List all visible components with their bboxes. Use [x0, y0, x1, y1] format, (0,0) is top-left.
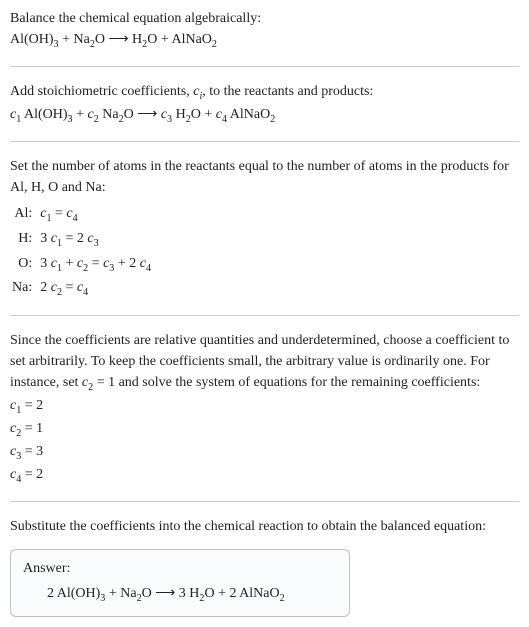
text: = 1	[21, 421, 43, 436]
element-label: H:	[10, 227, 38, 252]
text: H	[172, 107, 186, 122]
text: O ⟶	[124, 107, 161, 122]
text: +	[62, 256, 77, 271]
equation-cell: 3 c1 = 2 c3	[38, 227, 157, 252]
solve-paragraph: Since the coefficients are relative quan…	[10, 330, 519, 395]
solution-line: c3 = 3	[10, 441, 519, 464]
text: +	[73, 107, 88, 122]
text: Na	[99, 107, 119, 122]
table-row: Na: 2 c2 = c4	[10, 276, 157, 301]
table-row: Al: c1 = c4	[10, 202, 157, 227]
text: 2 Al(OH)	[47, 586, 100, 601]
element-label: Na:	[10, 276, 38, 301]
text: , to the reactants and products:	[202, 84, 373, 99]
sub: 3	[94, 237, 99, 248]
sub: 4	[146, 262, 151, 273]
text: = 2	[62, 231, 87, 246]
text: = 1 and solve the system of equations fo…	[93, 375, 480, 390]
equation-cell: 2 c2 = c4	[38, 276, 157, 301]
text: =	[88, 256, 103, 271]
solution-line: c2 = 1	[10, 418, 519, 441]
solution-line: c1 = 2	[10, 395, 519, 418]
text: O +	[191, 107, 216, 122]
intro-line: Balance the chemical equation algebraica…	[10, 8, 519, 29]
eq-sub: 2	[212, 39, 217, 50]
text: O + 2 AlNaO	[204, 586, 279, 601]
text: + Na	[105, 586, 136, 601]
balanced-equation: 2 Al(OH)3 + Na2O ⟶ 3 H2O + 2 AlNaO2	[23, 583, 337, 606]
text: Add stoichiometric coefficients,	[10, 84, 193, 99]
text: Al(OH)	[21, 107, 67, 122]
eq-part: O ⟶ H	[95, 32, 142, 47]
section-substitute: Substitute the coefficients into the che…	[10, 516, 519, 537]
unbalanced-equation: Al(OH)3 + Na2O ⟶ H2O + AlNaO2	[10, 29, 519, 52]
section-atom-equations: Set the number of atoms in the reactants…	[10, 156, 519, 302]
answer-box: Answer: 2 Al(OH)3 + Na2O ⟶ 3 H2O + 2 AlN…	[10, 549, 350, 617]
eq-part: Al(OH)	[10, 32, 54, 47]
table-row: H: 3 c1 = 2 c3	[10, 227, 157, 252]
sub: 2	[270, 114, 275, 125]
equation-cell: c1 = c4	[38, 202, 157, 227]
element-label: Al:	[10, 202, 38, 227]
sub: 2	[280, 593, 285, 604]
text: AlNaO	[227, 107, 270, 122]
section-balance-intro: Balance the chemical equation algebraica…	[10, 8, 519, 52]
section-solve: Since the coefficients are relative quan…	[10, 330, 519, 487]
text: = 2	[21, 467, 43, 482]
text: + 2	[114, 256, 139, 271]
text: O ⟶ 3 H	[142, 586, 200, 601]
text: 3	[40, 256, 51, 271]
coefficient-equation: c1 Al(OH)3 + c2 Na2O ⟶ c3 H2O + c4 AlNaO…	[10, 104, 519, 127]
sub: 4	[73, 213, 78, 224]
atom-equation-table: Al: c1 = c4 H: 3 c1 = 2 c3 O: 3 c1 + c2 …	[10, 202, 157, 302]
answer-title: Answer:	[23, 558, 337, 579]
divider	[10, 501, 519, 502]
eq-part: O + AlNaO	[147, 32, 212, 47]
substitute-text: Substitute the coefficients into the che…	[10, 516, 519, 537]
table-row: O: 3 c1 + c2 = c3 + 2 c4	[10, 252, 157, 277]
divider	[10, 66, 519, 67]
section-add-coefficients: Add stoichiometric coefficients, ci, to …	[10, 81, 519, 127]
text: =	[51, 206, 66, 221]
text: = 3	[21, 444, 43, 459]
text: = 2	[21, 398, 43, 413]
text: =	[62, 280, 77, 295]
text: 2	[40, 280, 51, 295]
solution-line: c4 = 2	[10, 464, 519, 487]
sub: 4	[83, 287, 88, 298]
text: 3	[40, 231, 51, 246]
atom-eq-intro: Set the number of atoms in the reactants…	[10, 156, 519, 198]
eq-part: + Na	[59, 32, 90, 47]
coeff-intro: Add stoichiometric coefficients, ci, to …	[10, 81, 519, 104]
divider	[10, 315, 519, 316]
divider	[10, 141, 519, 142]
equation-cell: 3 c1 + c2 = c3 + 2 c4	[38, 252, 157, 277]
element-label: O:	[10, 252, 38, 277]
